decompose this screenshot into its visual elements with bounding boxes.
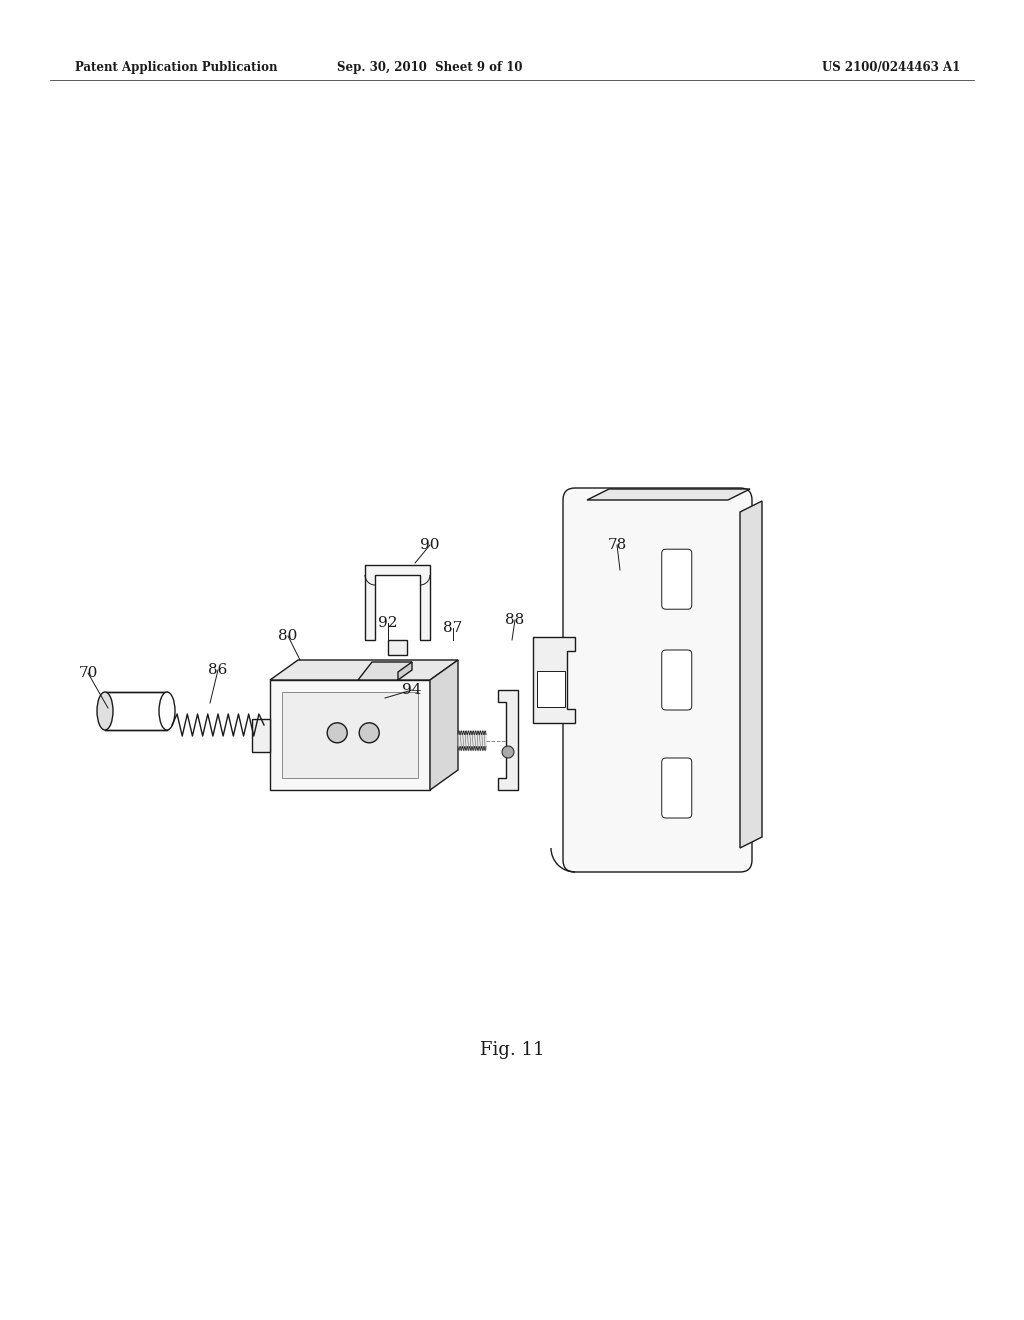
- FancyBboxPatch shape: [563, 488, 752, 873]
- Text: 94: 94: [402, 682, 422, 697]
- Polygon shape: [270, 660, 458, 680]
- Polygon shape: [270, 680, 430, 789]
- Circle shape: [359, 723, 379, 743]
- Polygon shape: [282, 692, 418, 777]
- Text: Sep. 30, 2010  Sheet 9 of 10: Sep. 30, 2010 Sheet 9 of 10: [337, 62, 522, 74]
- Polygon shape: [740, 502, 762, 847]
- Polygon shape: [587, 488, 750, 500]
- Polygon shape: [430, 660, 458, 789]
- Text: 90: 90: [420, 539, 439, 552]
- FancyBboxPatch shape: [662, 549, 692, 610]
- Ellipse shape: [159, 692, 175, 730]
- Circle shape: [328, 723, 347, 743]
- Ellipse shape: [97, 692, 113, 730]
- Text: 88: 88: [506, 612, 524, 627]
- Polygon shape: [365, 565, 430, 640]
- Text: Patent Application Publication: Patent Application Publication: [75, 62, 278, 74]
- Text: Fig. 11: Fig. 11: [480, 1041, 544, 1059]
- Text: 80: 80: [279, 630, 298, 643]
- Text: 70: 70: [78, 667, 97, 680]
- Polygon shape: [537, 671, 565, 708]
- FancyBboxPatch shape: [662, 758, 692, 818]
- Polygon shape: [388, 640, 408, 655]
- Polygon shape: [534, 636, 575, 723]
- Text: 86: 86: [208, 663, 227, 677]
- Circle shape: [502, 746, 514, 758]
- FancyBboxPatch shape: [662, 649, 692, 710]
- Text: 78: 78: [607, 539, 627, 552]
- Polygon shape: [358, 663, 412, 680]
- Text: 92: 92: [378, 616, 397, 630]
- Polygon shape: [105, 692, 167, 730]
- Polygon shape: [498, 690, 518, 789]
- Text: 87: 87: [443, 620, 463, 635]
- Text: US 2100/0244463 A1: US 2100/0244463 A1: [821, 62, 961, 74]
- Polygon shape: [252, 718, 270, 751]
- Polygon shape: [398, 663, 412, 680]
